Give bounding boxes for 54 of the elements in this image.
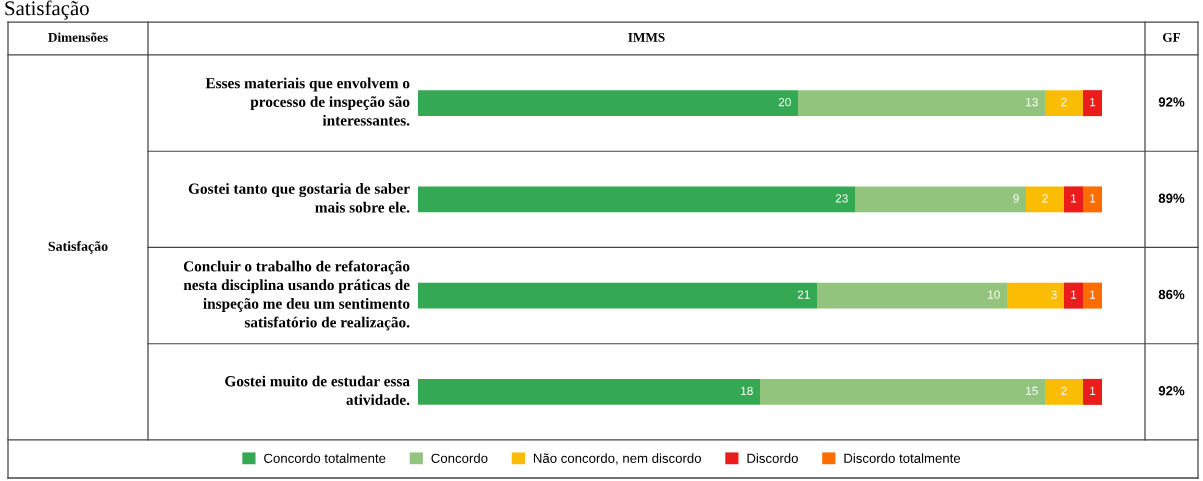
y-tick-label: Concluir o trabalho de refatoração nesta disciplina usando práticas de inspeção me deu um sentimento satisfatório de realização. [183,260,410,331]
data-label: 10 [988,290,1000,299]
text: IMMS [628,32,665,42]
text: Dimensões [48,32,108,42]
legend-label: Não concordo, nem discordo [533,453,701,465]
data-label: 1 [1071,290,1077,299]
text: Satisfação [48,241,108,254]
data-label: 13 [1026,97,1038,107]
data-label: 3 [1051,290,1057,299]
legend-label: Concordo totalmente [264,453,386,463]
data-label: 21 [797,290,810,299]
bar [418,378,760,405]
data-label: 20 [778,97,791,107]
bar [1083,90,1102,117]
data-label: 15 [1026,386,1038,396]
bar [418,90,798,117]
bar [798,90,1045,117]
bar [418,282,817,309]
bar [1045,90,1083,117]
data-label: 2 [1042,194,1048,203]
data-label: 18 [741,386,753,396]
y-tick-label: Esses materiais que envolvem o processo de inspeção são interessantes. [205,77,410,126]
data-label: 23 [835,194,848,203]
bar [1045,378,1083,405]
bar [817,282,1007,309]
bar [1083,282,1102,309]
bar [1026,186,1064,213]
data-label: 2 [1061,386,1067,395]
data-label: 9 [1013,194,1019,203]
bar [1007,282,1064,309]
bar [1083,186,1102,213]
legend-label: Concordo [431,453,488,463]
y-tick-label: Gostei muito de estudar essa atividade. [225,375,410,406]
data-label: 1 [1090,194,1096,203]
text: 92% [1158,97,1185,107]
bar [855,186,1026,213]
bar [418,186,855,213]
data-label: 1 [1090,290,1096,299]
text: 86% [1158,289,1185,300]
text: Satisfação [5,0,89,20]
legend-label: Discordo [747,453,798,463]
data-label: 1 [1071,194,1077,203]
legend-label: Discordo totalmente [844,453,961,463]
text: 92% [1158,386,1185,396]
text: 89% [1158,193,1185,203]
bar [1064,186,1083,213]
bar [1083,378,1102,405]
text: GF [1162,32,1181,42]
data-label: 1 [1090,98,1096,107]
y-tick-label: Gostei tanto que gostaria de saber mais sobre ele. [188,183,410,213]
bar [760,378,1045,405]
bar [1064,282,1083,309]
data-label: 1 [1090,386,1096,395]
data-label: 2 [1061,97,1067,107]
